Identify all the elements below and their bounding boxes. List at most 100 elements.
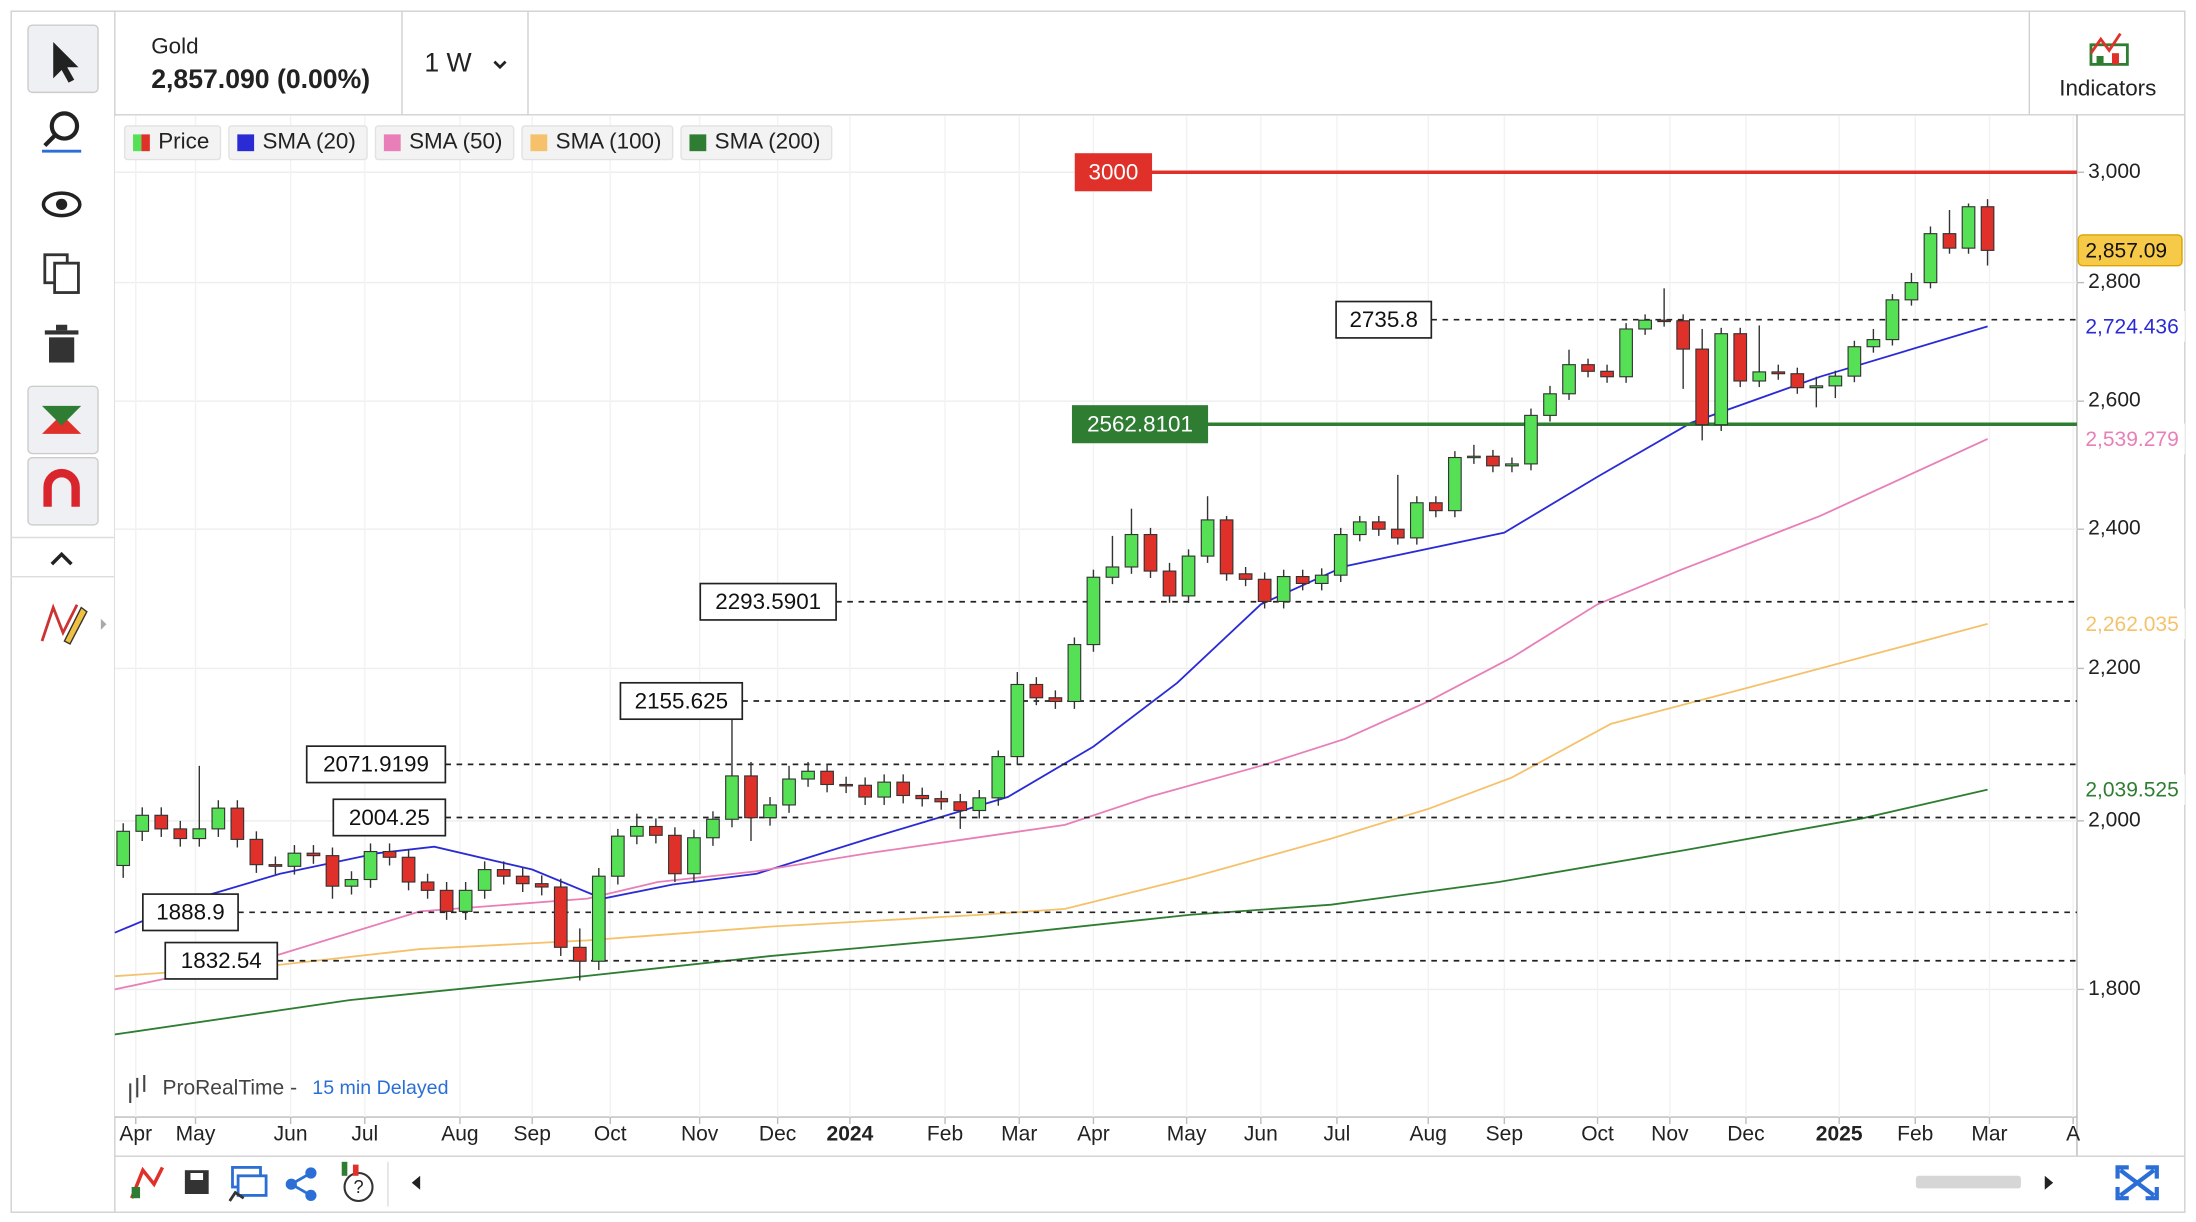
level-label: 1888.9 [156, 900, 225, 925]
y-tick-label: 2,200 [2088, 656, 2141, 679]
candle-body [1486, 455, 1500, 467]
level-label: 2562.8101 [1087, 412, 1193, 437]
axis-badge [2081, 774, 2185, 805]
x-tick-label: Mar [1001, 1123, 1037, 1146]
x-tick-label: Mar [1971, 1123, 2007, 1146]
legend-swatch [237, 134, 255, 152]
legend-swatch [141, 134, 150, 152]
legend-item[interactable]: Price [123, 125, 222, 161]
candle-body [782, 778, 796, 806]
candle-body [1695, 348, 1710, 426]
sma-line [114, 622, 1988, 978]
level-label: 2293.5901 [715, 589, 821, 614]
legend-label: SMA (100) [556, 129, 662, 154]
candle-body [1619, 328, 1633, 378]
legend-item[interactable]: SMA (50) [374, 125, 515, 161]
scroll-left[interactable] [411, 1175, 421, 1190]
candle-body [1752, 371, 1767, 382]
level-label: 2004.25 [349, 805, 430, 830]
last-price-badge [2077, 234, 2183, 267]
candle-body [1143, 533, 1158, 572]
header: Gold 2,857.090 (0.00%) 1 W Indicators [114, 11, 2185, 116]
candle-body [1505, 463, 1519, 467]
alert-button[interactable]: ? [341, 1161, 374, 1203]
candle-body [1714, 333, 1729, 426]
candle-body [230, 807, 245, 840]
candle-body [1276, 576, 1291, 603]
candle-body [1847, 346, 1862, 377]
delay-notice[interactable]: 15 min Delayed [312, 1077, 448, 1099]
x-tick-label: Jul [1323, 1123, 1350, 1146]
timeframe[interactable]: 1 W [424, 47, 472, 77]
x-tick-label: Oct [594, 1123, 627, 1146]
candle-body [1219, 519, 1234, 575]
candle-body [1771, 371, 1786, 375]
collapse[interactable] [50, 551, 73, 566]
legend-item[interactable]: SMA (200) [680, 125, 833, 161]
layouts-button[interactable] [228, 1166, 268, 1202]
x-tick-label: May [1167, 1123, 1207, 1146]
legend-item[interactable]: SMA (20) [228, 125, 368, 161]
delete-tool[interactable] [44, 324, 79, 363]
level-label-box [305, 745, 447, 784]
draw-tool[interactable] [40, 603, 107, 645]
save-button[interactable] [184, 1170, 209, 1195]
x-tick-label: Aug [441, 1123, 478, 1146]
scroll-right[interactable] [2044, 1175, 2054, 1190]
x-tick-label: A [2066, 1123, 2080, 1146]
legend-chip [228, 125, 368, 161]
candle-body [1257, 578, 1272, 603]
level-label-box [1335, 300, 1433, 339]
level-label-box [1074, 153, 1153, 192]
candle-body [1809, 385, 1824, 389]
candle-body [820, 770, 834, 786]
legend-label: SMA (20) [263, 129, 356, 154]
candle-body [534, 883, 549, 888]
candle-body [1086, 576, 1101, 646]
candle-body [1200, 519, 1215, 557]
zoom-tool[interactable] [42, 111, 82, 153]
x-tick-label: Nov [681, 1123, 719, 1146]
candle-body [1428, 502, 1443, 512]
fullscreen-button[interactable] [2115, 1165, 2159, 1201]
axis-badge [2081, 310, 2185, 342]
candle-body [553, 886, 568, 948]
candle-body [1467, 455, 1481, 459]
copy-tool[interactable] [43, 253, 80, 294]
candle-body [192, 828, 207, 840]
export-button[interactable] [130, 1166, 165, 1199]
candle-body [687, 837, 701, 875]
instrument-price: 2,857.090 (0.00%) [151, 64, 370, 94]
candle-body [1657, 319, 1672, 323]
candle-body [629, 825, 644, 837]
x-tick-label: Oct [1581, 1123, 1614, 1146]
magnet-tool[interactable] [27, 457, 99, 526]
x-tick-label: Jul [351, 1123, 378, 1146]
chart-layer: 1,800 2,000 2,200 2,400 2,600 2,800 3,000 Apr Ma… [114, 116, 2185, 1146]
indicators-icon[interactable] [2089, 32, 2129, 66]
share-button[interactable] [285, 1167, 317, 1202]
view-tool[interactable] [41, 191, 82, 218]
candle-body [515, 875, 530, 885]
candle-body [249, 838, 264, 866]
y-tick-label: 2,400 [2088, 517, 2141, 540]
candle-body [1961, 206, 1976, 249]
candle-body [1866, 339, 1881, 348]
candle-body [1029, 683, 1044, 699]
candle-body [1181, 555, 1196, 597]
x-tick-label: Feb [927, 1123, 963, 1146]
scroll-thumb[interactable] [1915, 1175, 2021, 1189]
candle-body [1676, 320, 1691, 350]
candle-body [363, 850, 378, 881]
candle-body [458, 889, 473, 912]
candle-body [1295, 576, 1310, 585]
legend-item[interactable]: SMA (100) [521, 125, 674, 161]
level-label-box [142, 893, 239, 932]
candle-body [801, 770, 815, 780]
candle-body [706, 818, 720, 839]
indicators-button[interactable]: Indicators [2059, 76, 2156, 101]
candle-body [173, 828, 188, 840]
candle-body [1371, 521, 1386, 530]
legend-swatch [383, 134, 401, 152]
candle-body [1923, 233, 1938, 284]
